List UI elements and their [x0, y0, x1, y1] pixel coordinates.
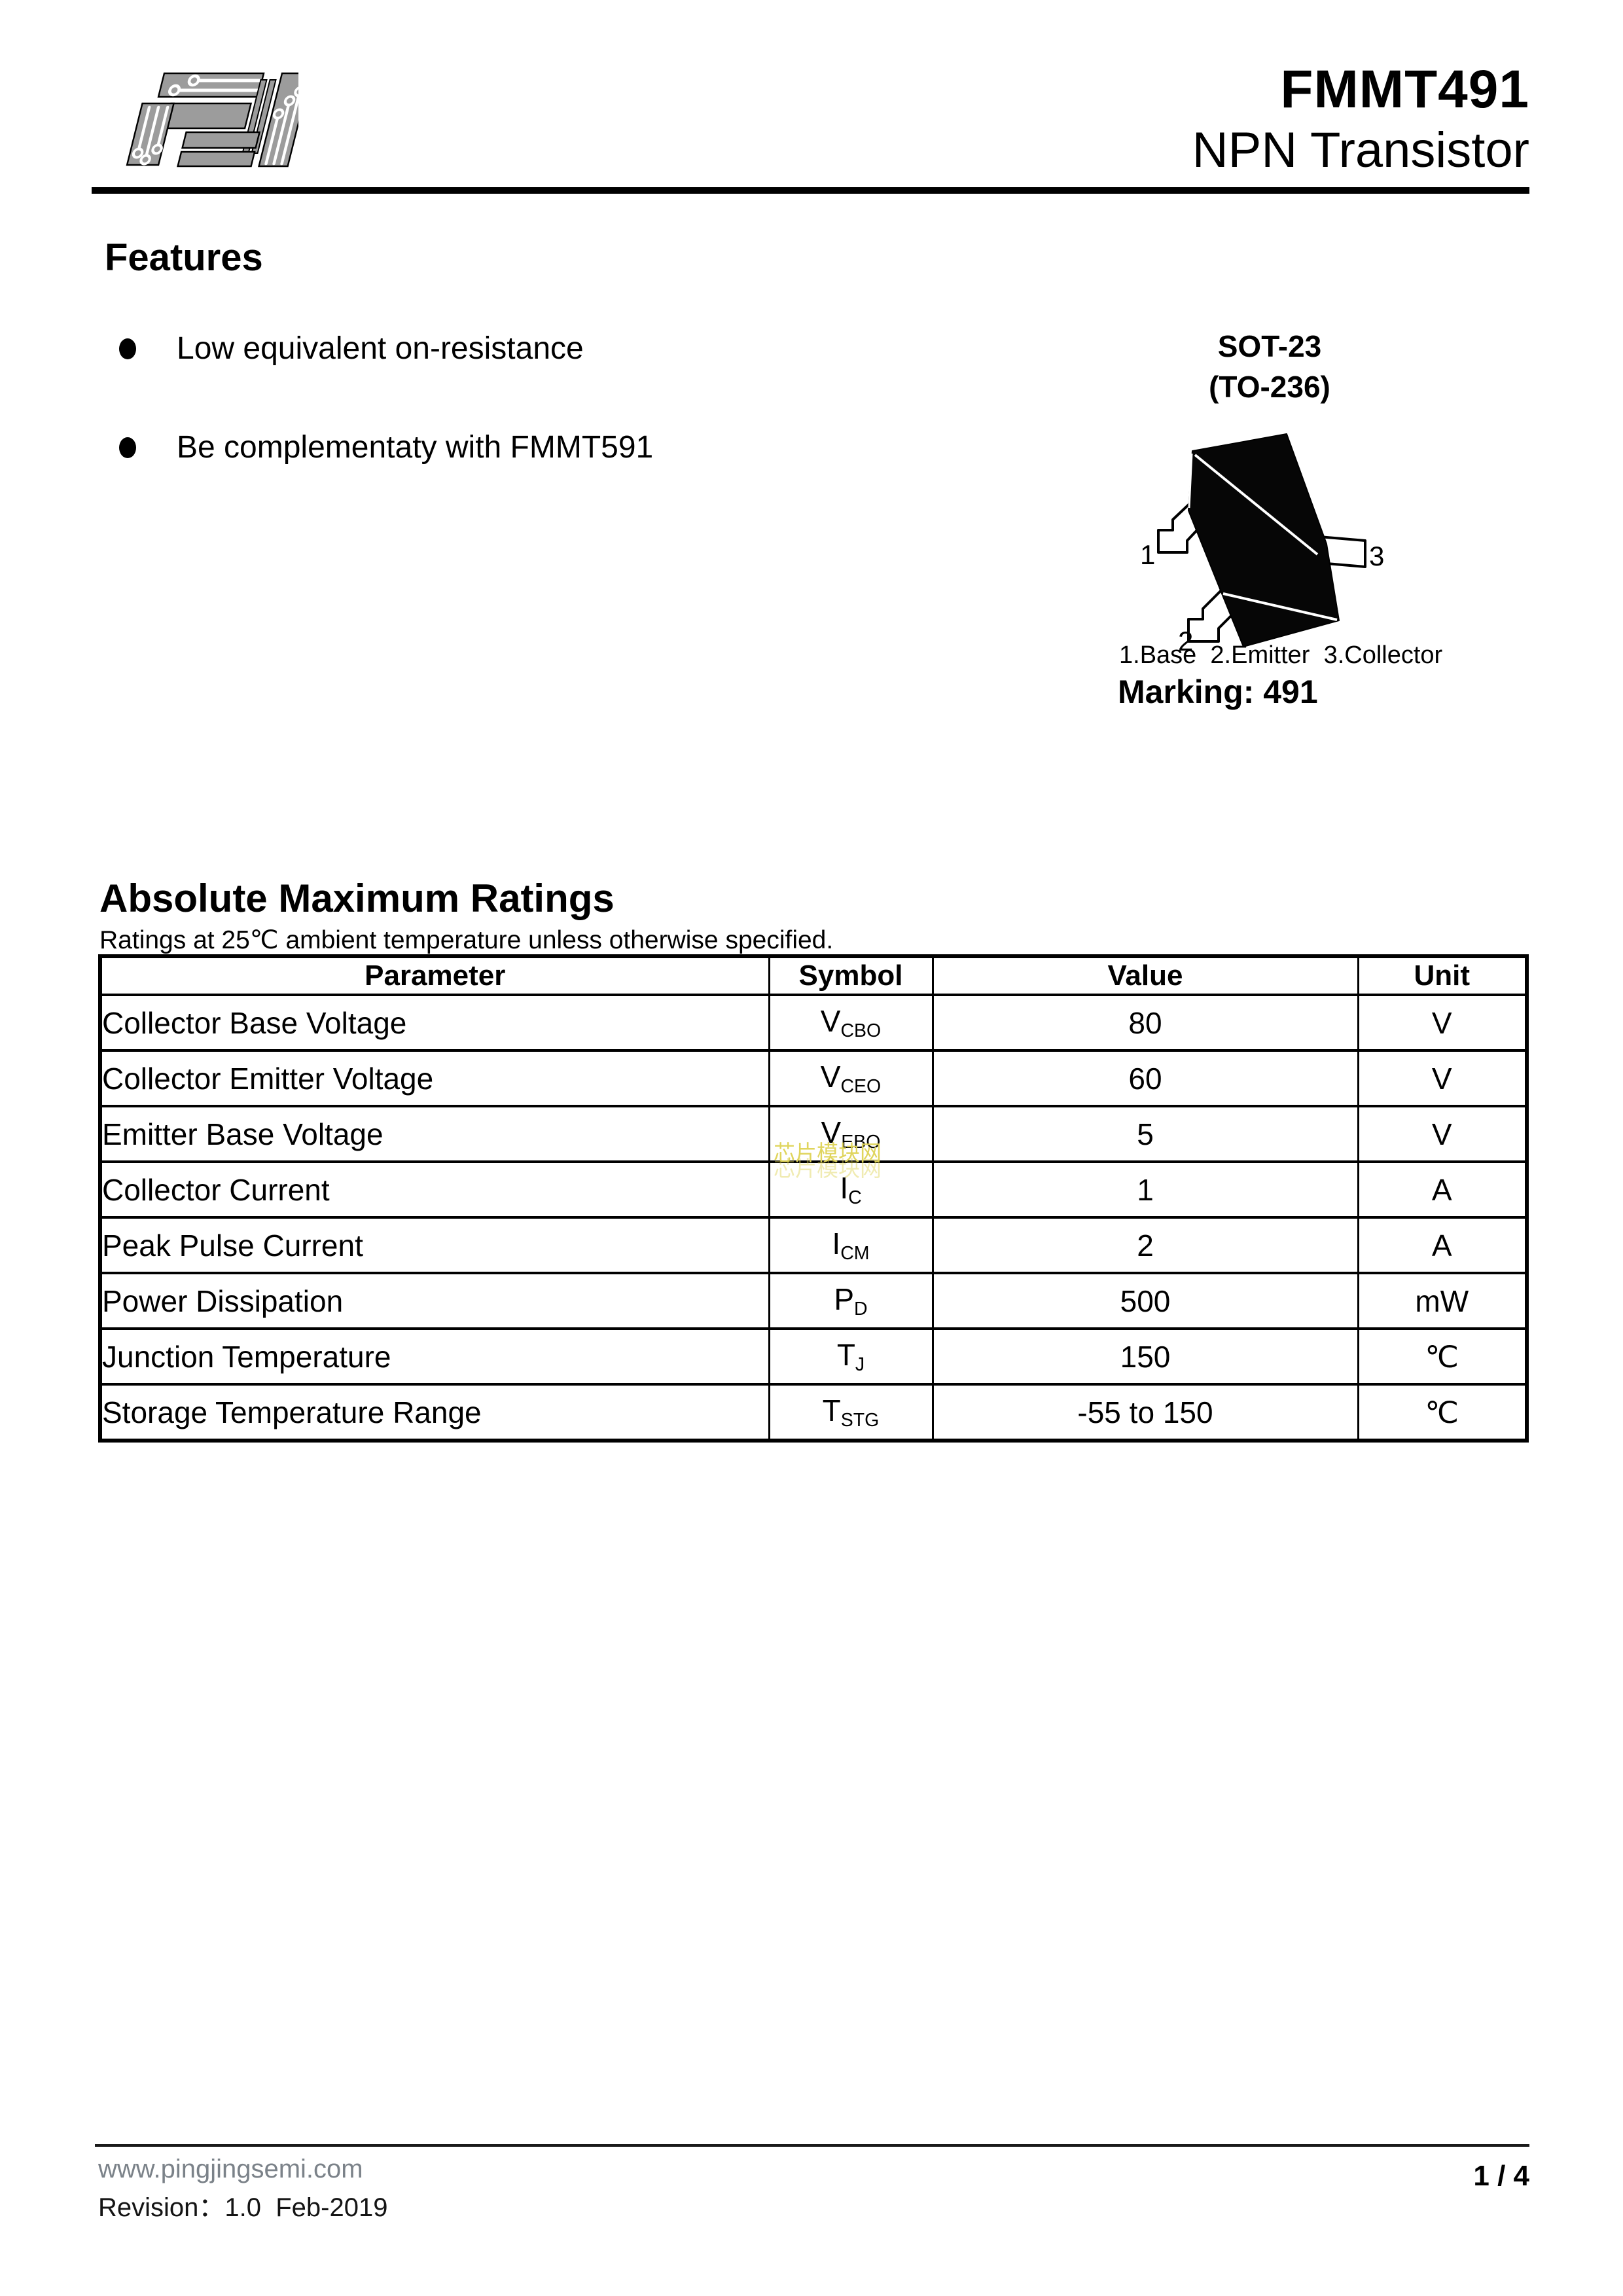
header-title-block: FMMT491 NPN Transistor — [1192, 63, 1529, 175]
package-name-line2: (TO-236) — [1209, 370, 1330, 404]
pin1-label: 1 — [1140, 539, 1155, 570]
parameter-cell: Collector Base Voltage — [99, 994, 770, 1052]
unit-cell: V — [1357, 1105, 1528, 1163]
page-indicator: 1 / 4 — [1473, 2160, 1529, 2192]
watermark-text: 芯片模块网 — [774, 1141, 882, 1165]
parameter-cell: Peak Pulse Current — [99, 1216, 770, 1274]
ratings-table-body: Collector Base Voltage VCBO 80 V Collect… — [99, 994, 1528, 1442]
ratings-condition: Ratings at 25℃ ambient temperature unles… — [99, 926, 834, 954]
symbol-cell: TSTG — [768, 1383, 934, 1442]
unit-cell: mW — [1357, 1272, 1528, 1330]
feature-text: Low equivalent on-resistance — [177, 331, 584, 366]
header-divider — [92, 187, 1529, 194]
parameter-cell: Collector Emitter Voltage — [99, 1049, 770, 1107]
parameter-cell: Emitter Base Voltage — [99, 1105, 770, 1163]
unit-cell: A — [1357, 1216, 1528, 1274]
table-row: Junction Temperature TJ 150 ℃ — [99, 1327, 1528, 1386]
ratings-table: Parameter Symbol Value Unit Collector Ba… — [98, 954, 1529, 1443]
table-row: Storage Temperature Range TSTG -55 to 15… — [99, 1383, 1528, 1442]
parameter-cell: Junction Temperature — [99, 1327, 770, 1386]
column-header-value: Value — [931, 955, 1359, 996]
table-row: Emitter Base Voltage VEBO 5 V — [99, 1105, 1528, 1163]
symbol-cell: ICM — [768, 1216, 934, 1274]
table-row: Power Dissipation PD 500 mW — [99, 1272, 1528, 1330]
bullet-icon — [119, 338, 136, 359]
device-type-subtitle: NPN Transistor — [1192, 122, 1529, 178]
value-cell: -55 to 150 — [931, 1383, 1359, 1442]
symbol-cell: VCEO — [768, 1049, 934, 1107]
table-row: Peak Pulse Current ICM 2 A — [99, 1216, 1528, 1274]
features-heading: Features — [105, 236, 263, 279]
symbol-cell: VCBO — [768, 994, 934, 1052]
value-cell: 5 — [931, 1105, 1359, 1163]
part-number: FMMT491 — [1280, 60, 1529, 119]
parameter-cell: Power Dissipation — [99, 1272, 770, 1330]
footer-divider — [95, 2144, 1529, 2147]
unit-cell: A — [1357, 1160, 1528, 1219]
unit-cell: V — [1357, 1049, 1528, 1107]
package-name-line1: SOT-23 — [1217, 329, 1322, 363]
pin-assignment: 1.Base 2.Emitter 3.Collector — [1119, 641, 1443, 669]
value-cell: 500 — [931, 1272, 1359, 1330]
table-row: Collector Emitter Voltage VCEO 60 V — [99, 1049, 1528, 1107]
feature-item: Low equivalent on-resistance — [119, 331, 584, 367]
company-logo — [126, 72, 298, 168]
column-header-symbol: Symbol — [768, 955, 934, 996]
feature-item: Be complementaty with FMMT591 — [119, 429, 653, 465]
symbol-cell: PD — [768, 1272, 934, 1330]
value-cell: 2 — [931, 1216, 1359, 1274]
unit-cell: ℃ — [1357, 1327, 1528, 1386]
table-row: Collector Current IC 1 A — [99, 1160, 1528, 1219]
symbol-cell: VEBO — [768, 1105, 934, 1163]
symbol-cell: TJ — [768, 1327, 934, 1386]
value-cell: 80 — [931, 994, 1359, 1052]
value-cell: 60 — [931, 1049, 1359, 1107]
feature-text: Be complementaty with FMMT591 — [177, 430, 654, 465]
ratings-heading: Absolute Maximum Ratings — [99, 876, 615, 920]
column-header-unit: Unit — [1357, 955, 1528, 996]
unit-cell: V — [1357, 994, 1528, 1052]
footer-revision: Revision：1.0 Feb-2019 — [98, 2193, 388, 2222]
sot23-package-drawing: 1 2 3 — [1140, 433, 1384, 655]
table-header-row: Parameter Symbol Value Unit — [99, 955, 1528, 996]
parameter-cell: Storage Temperature Range — [99, 1383, 770, 1442]
marking-code: Marking: 491 — [1118, 673, 1318, 710]
unit-cell: ℃ — [1357, 1383, 1528, 1442]
parameter-cell: Collector Current — [99, 1160, 770, 1219]
value-cell: 150 — [931, 1327, 1359, 1386]
column-header-parameter: Parameter — [99, 955, 770, 996]
symbol-cell: IC — [768, 1160, 934, 1219]
pin3-label: 3 — [1369, 541, 1384, 571]
table-row: Collector Base Voltage VCBO 80 V — [99, 994, 1528, 1052]
footer-website: www.pingjingsemi.com — [98, 2155, 363, 2183]
value-cell: 1 — [931, 1160, 1359, 1219]
package-name: SOT-23 (TO-236) — [1132, 326, 1407, 407]
pin2-label: 2 — [1178, 626, 1193, 655]
bullet-icon — [119, 437, 136, 458]
